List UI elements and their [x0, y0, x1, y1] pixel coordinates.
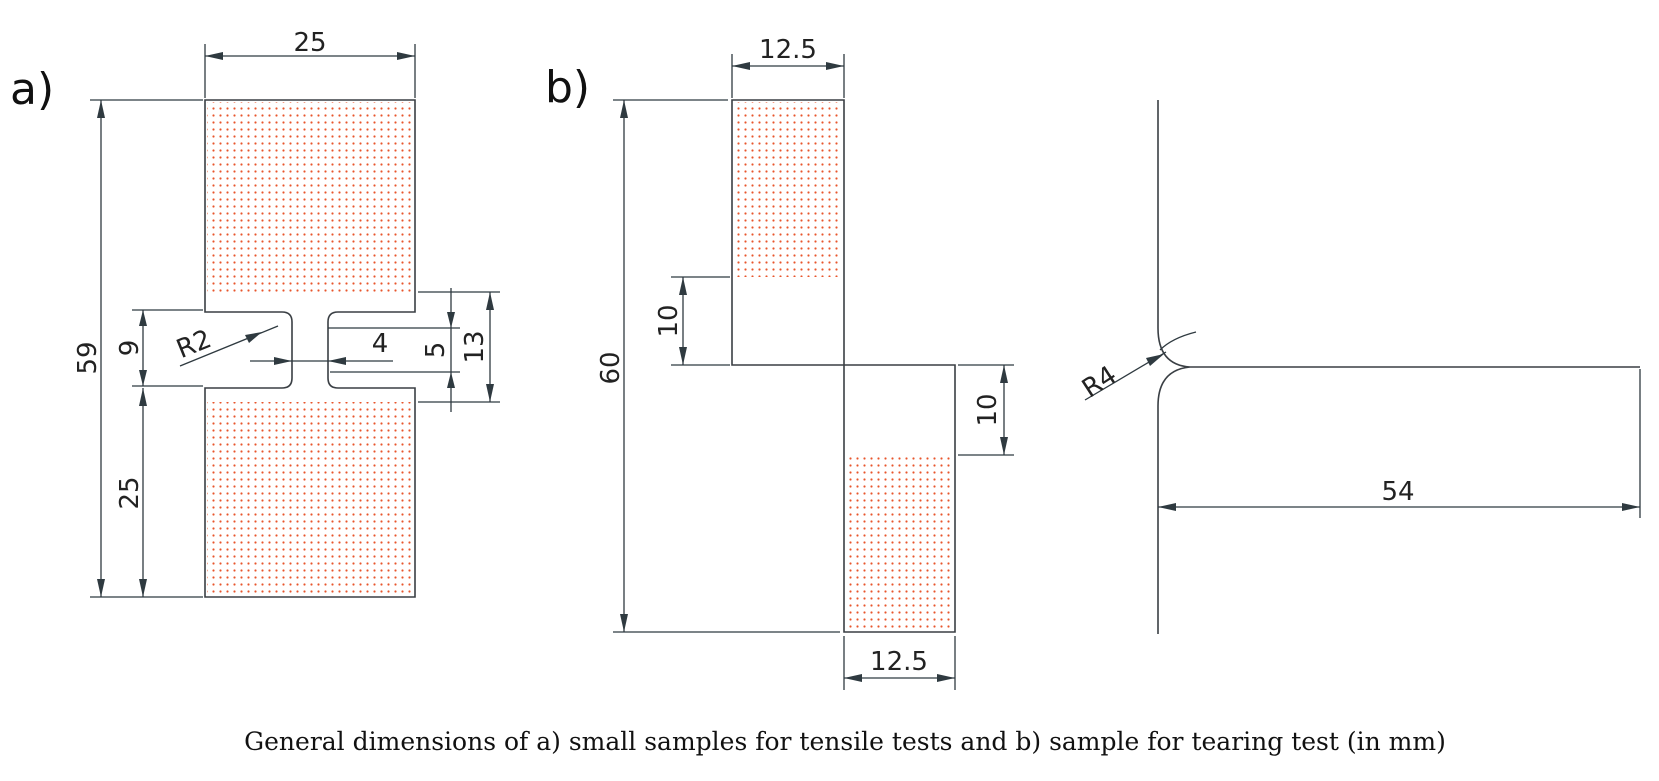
tear-geometry	[1157, 100, 1640, 634]
dim-a-grip-height: 25	[115, 388, 147, 597]
upper-grip-hatch	[207, 102, 413, 292]
dim-a-notch-height-label: 9	[115, 340, 145, 357]
dim-a-radius-label: R2	[172, 324, 215, 365]
dim-b-total-height-label: 60	[596, 351, 626, 384]
dim-a-width: 25	[204, 28, 416, 98]
dim-a-gap: 4	[250, 329, 393, 365]
dim-a-inner-height: 5	[328, 288, 460, 412]
dim-a-radius: R2	[172, 324, 279, 367]
panel-a-label: a)	[10, 64, 54, 115]
panel-b-label: b)	[545, 62, 590, 113]
dim-b-top-width-label: 12.5	[759, 35, 817, 65]
dim-b-length: 54	[1158, 369, 1641, 518]
upper-leg-hatch	[734, 102, 842, 277]
dim-a-outer-height: 13	[418, 291, 500, 403]
dim-a-inner-height-label: 5	[421, 342, 451, 359]
lower-grip-hatch	[207, 402, 413, 595]
figure-caption: General dimensions of a) small samples f…	[244, 727, 1446, 756]
dim-b-length-label: 54	[1381, 477, 1414, 507]
dim-b-radius-label: R4	[1077, 360, 1122, 404]
dim-b-right-slit: 10	[958, 364, 1014, 456]
dim-a-outer-height-label: 13	[460, 330, 490, 363]
dim-b-left-slit-label: 10	[654, 304, 684, 337]
dim-a-notch-height: 9	[115, 309, 203, 387]
dim-b-right-slit-label: 10	[973, 393, 1003, 426]
dim-a-gap-label: 4	[372, 329, 389, 359]
dim-b-left-slit: 10	[654, 276, 730, 366]
dim-b-top-width: 12.5	[731, 35, 845, 98]
panel-b: b) 12.5 60 10	[545, 35, 1641, 690]
lower-leg-hatch	[846, 456, 953, 630]
panel-a: a) 25 59 9	[10, 28, 500, 598]
dim-a-total-height-label: 59	[73, 341, 103, 374]
tear-radius-arc	[1159, 331, 1197, 351]
dim-a-grip-height-label: 25	[115, 476, 145, 509]
dim-a-total-height: 59	[73, 99, 203, 598]
dim-b-total-height: 60	[596, 99, 840, 633]
dim-b-bottom-width: 12.5	[843, 636, 956, 690]
dim-a-width-label: 25	[293, 28, 326, 58]
dim-b-radius: R4	[1077, 351, 1167, 404]
dim-b-bottom-width-label: 12.5	[870, 647, 928, 677]
